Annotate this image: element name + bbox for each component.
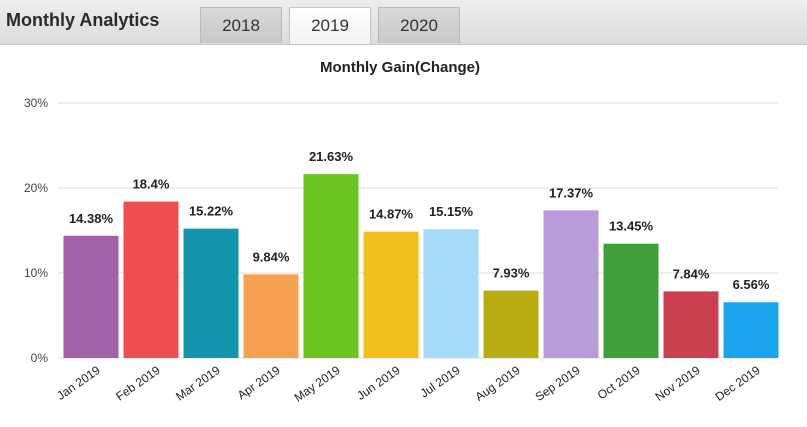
data-label: 7.84%	[673, 266, 710, 281]
data-label: 15.15%	[429, 204, 474, 219]
x-tick-label: Mar 2019	[173, 363, 223, 404]
chart-area: Monthly Gain(Change) 0% 10% 20% 30% 14.38% 1…	[0, 44, 807, 427]
bar[interactable]	[723, 302, 779, 358]
app-title: Monthly Analytics	[6, 10, 160, 30]
bar[interactable]	[363, 231, 419, 358]
bar[interactable]	[243, 274, 299, 358]
tab-2018[interactable]: 2018	[200, 7, 282, 43]
data-label: 21.63%	[309, 149, 354, 164]
x-tick-label: Dec 2019	[713, 363, 763, 404]
bar[interactable]	[123, 201, 179, 358]
chart-title: Monthly Gain(Change)	[320, 59, 480, 76]
tab-2019[interactable]: 2019	[289, 7, 371, 44]
tab-2020[interactable]: 2020	[378, 7, 460, 43]
x-tick-label: Jan 2019	[54, 363, 103, 403]
data-label: 14.38%	[69, 211, 114, 226]
x-tick-label: Jun 2019	[354, 363, 403, 403]
bar[interactable]	[543, 210, 599, 358]
bar[interactable]	[63, 235, 119, 358]
x-tick-label: Apr 2019	[235, 363, 283, 403]
data-label: 7.93%	[493, 266, 530, 281]
bar[interactable]	[603, 243, 659, 358]
x-tick-label: Oct 2019	[595, 363, 643, 403]
y-tick-label: 20%	[24, 181, 48, 195]
x-axis: Jan 2019 Feb 2019 Mar 2019 Apr 2019 May 2019…	[54, 363, 763, 405]
data-label: 14.87%	[369, 207, 414, 222]
x-tick-label: Jul 2019	[418, 363, 463, 401]
data-label: 9.84%	[253, 249, 290, 264]
header-bar: Monthly Analytics 2018 2019 2020	[0, 0, 807, 45]
x-tick-label: Feb 2019	[113, 363, 163, 404]
bar[interactable]	[663, 291, 719, 358]
x-tick-label: Aug 2019	[473, 363, 523, 404]
bar[interactable]	[423, 229, 479, 358]
bars	[63, 174, 779, 358]
bar[interactable]	[483, 290, 539, 358]
year-tabs: 2018 2019 2020	[200, 7, 467, 44]
data-label: 15.22%	[189, 204, 234, 219]
x-tick-label: May 2019	[292, 363, 343, 405]
y-tick-label: 10%	[24, 266, 48, 280]
data-labels: 14.38% 18.4% 15.22% 9.84% 21.63% 14.87% 15.15%…	[69, 149, 770, 292]
data-label: 17.37%	[549, 185, 594, 200]
x-tick-label: Nov 2019	[653, 363, 703, 404]
bar[interactable]	[303, 174, 359, 358]
data-label: 13.45%	[609, 219, 654, 234]
bar[interactable]	[183, 228, 239, 358]
y-axis: 0% 10% 20% 30%	[24, 96, 48, 365]
data-label: 18.4%	[133, 177, 170, 192]
data-label: 6.56%	[733, 277, 770, 292]
y-tick-label: 0%	[31, 351, 49, 365]
x-tick-label: Sep 2019	[533, 363, 583, 404]
bar-chart: Monthly Gain(Change) 0%10%20%30% 14.38%1…	[24, 59, 779, 405]
y-tick-label: 30%	[24, 96, 48, 110]
